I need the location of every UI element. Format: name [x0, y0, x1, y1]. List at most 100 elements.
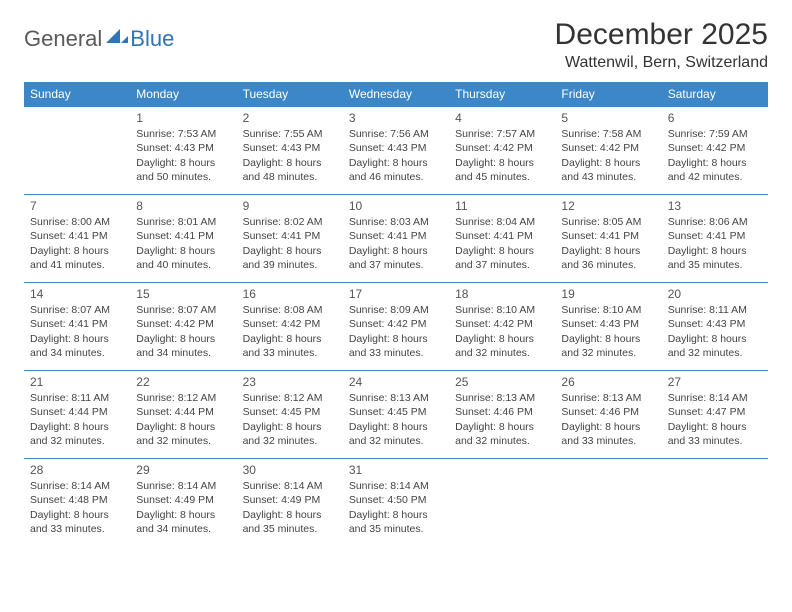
- dayhead-wed: Wednesday: [343, 82, 449, 107]
- day-number: 5: [561, 110, 655, 126]
- daylight-line: Daylight: 8 hours and 40 minutes.: [136, 244, 230, 272]
- sunrise-line: Sunrise: 8:11 AM: [30, 391, 124, 405]
- daylight-line: Daylight: 8 hours and 33 minutes.: [349, 332, 443, 360]
- daylight-line: Daylight: 8 hours and 35 minutes.: [243, 508, 337, 536]
- calendar-day-cell: 17Sunrise: 8:09 AMSunset: 4:42 PMDayligh…: [343, 283, 449, 371]
- sunrise-line: Sunrise: 8:13 AM: [561, 391, 655, 405]
- sunrise-line: Sunrise: 8:11 AM: [668, 303, 762, 317]
- sunset-line: Sunset: 4:45 PM: [243, 405, 337, 419]
- daylight-line: Daylight: 8 hours and 36 minutes.: [561, 244, 655, 272]
- sunrise-line: Sunrise: 7:56 AM: [349, 127, 443, 141]
- title-block: December 2025 Wattenwil, Bern, Switzerla…: [555, 18, 768, 72]
- daylight-line: Daylight: 8 hours and 48 minutes.: [243, 156, 337, 184]
- sunrise-line: Sunrise: 8:04 AM: [455, 215, 549, 229]
- day-number: 16: [243, 286, 337, 302]
- sunset-line: Sunset: 4:43 PM: [136, 141, 230, 155]
- day-number: 13: [668, 198, 762, 214]
- day-number: 22: [136, 374, 230, 390]
- day-number: 11: [455, 198, 549, 214]
- daylight-line: Daylight: 8 hours and 33 minutes.: [30, 508, 124, 536]
- daylight-line: Daylight: 8 hours and 35 minutes.: [349, 508, 443, 536]
- day-number: 17: [349, 286, 443, 302]
- dayhead-tue: Tuesday: [237, 82, 343, 107]
- calendar-table: Sunday Monday Tuesday Wednesday Thursday…: [24, 82, 768, 547]
- sunset-line: Sunset: 4:41 PM: [561, 229, 655, 243]
- sunrise-line: Sunrise: 8:03 AM: [349, 215, 443, 229]
- calendar-day-cell: 23Sunrise: 8:12 AMSunset: 4:45 PMDayligh…: [237, 371, 343, 459]
- daylight-line: Daylight: 8 hours and 41 minutes.: [30, 244, 124, 272]
- calendar-week-row: 21Sunrise: 8:11 AMSunset: 4:44 PMDayligh…: [24, 371, 768, 459]
- sunset-line: Sunset: 4:44 PM: [136, 405, 230, 419]
- sunset-line: Sunset: 4:47 PM: [668, 405, 762, 419]
- day-number: 12: [561, 198, 655, 214]
- day-number: 19: [561, 286, 655, 302]
- calendar-day-cell: 24Sunrise: 8:13 AMSunset: 4:45 PMDayligh…: [343, 371, 449, 459]
- sunrise-line: Sunrise: 8:14 AM: [349, 479, 443, 493]
- header: General Blue December 2025 Wattenwil, Be…: [24, 18, 768, 72]
- daylight-line: Daylight: 8 hours and 39 minutes.: [243, 244, 337, 272]
- day-number: 23: [243, 374, 337, 390]
- sunrise-line: Sunrise: 8:12 AM: [243, 391, 337, 405]
- sunset-line: Sunset: 4:44 PM: [30, 405, 124, 419]
- calendar-day-cell: 25Sunrise: 8:13 AMSunset: 4:46 PMDayligh…: [449, 371, 555, 459]
- sunrise-line: Sunrise: 8:07 AM: [136, 303, 230, 317]
- sunset-line: Sunset: 4:42 PM: [136, 317, 230, 331]
- calendar-day-cell: 11Sunrise: 8:04 AMSunset: 4:41 PMDayligh…: [449, 195, 555, 283]
- sunset-line: Sunset: 4:50 PM: [349, 493, 443, 507]
- dayhead-sun: Sunday: [24, 82, 130, 107]
- sunrise-line: Sunrise: 7:59 AM: [668, 127, 762, 141]
- sunrise-line: Sunrise: 7:57 AM: [455, 127, 549, 141]
- sunset-line: Sunset: 4:49 PM: [136, 493, 230, 507]
- dayhead-mon: Monday: [130, 82, 236, 107]
- sunset-line: Sunset: 4:42 PM: [668, 141, 762, 155]
- day-number: 9: [243, 198, 337, 214]
- sunrise-line: Sunrise: 8:14 AM: [136, 479, 230, 493]
- day-number: 6: [668, 110, 762, 126]
- calendar-day-cell: 31Sunrise: 8:14 AMSunset: 4:50 PMDayligh…: [343, 459, 449, 547]
- calendar-week-row: 7Sunrise: 8:00 AMSunset: 4:41 PMDaylight…: [24, 195, 768, 283]
- calendar-day-cell: 7Sunrise: 8:00 AMSunset: 4:41 PMDaylight…: [24, 195, 130, 283]
- sunset-line: Sunset: 4:41 PM: [243, 229, 337, 243]
- calendar-day-cell: 27Sunrise: 8:14 AMSunset: 4:47 PMDayligh…: [662, 371, 768, 459]
- calendar-day-cell: [555, 459, 661, 547]
- day-number: 3: [349, 110, 443, 126]
- location-label: Wattenwil, Bern, Switzerland: [555, 54, 768, 72]
- sunrise-line: Sunrise: 8:06 AM: [668, 215, 762, 229]
- calendar-day-cell: 21Sunrise: 8:11 AMSunset: 4:44 PMDayligh…: [24, 371, 130, 459]
- calendar-day-cell: 20Sunrise: 8:11 AMSunset: 4:43 PMDayligh…: [662, 283, 768, 371]
- calendar-week-row: 14Sunrise: 8:07 AMSunset: 4:41 PMDayligh…: [24, 283, 768, 371]
- sunrise-line: Sunrise: 8:05 AM: [561, 215, 655, 229]
- daylight-line: Daylight: 8 hours and 32 minutes.: [561, 332, 655, 360]
- day-number: 2: [243, 110, 337, 126]
- daylight-line: Daylight: 8 hours and 35 minutes.: [668, 244, 762, 272]
- sunset-line: Sunset: 4:43 PM: [668, 317, 762, 331]
- day-number: 29: [136, 462, 230, 478]
- sunset-line: Sunset: 4:41 PM: [30, 317, 124, 331]
- day-number: 1: [136, 110, 230, 126]
- sunrise-line: Sunrise: 8:14 AM: [30, 479, 124, 493]
- calendar-day-cell: 30Sunrise: 8:14 AMSunset: 4:49 PMDayligh…: [237, 459, 343, 547]
- sunset-line: Sunset: 4:43 PM: [349, 141, 443, 155]
- daylight-line: Daylight: 8 hours and 32 minutes.: [349, 420, 443, 448]
- daylight-line: Daylight: 8 hours and 33 minutes.: [561, 420, 655, 448]
- sunrise-line: Sunrise: 8:07 AM: [30, 303, 124, 317]
- daylight-line: Daylight: 8 hours and 43 minutes.: [561, 156, 655, 184]
- logo-text-blue: Blue: [130, 26, 174, 52]
- daylight-line: Daylight: 8 hours and 32 minutes.: [30, 420, 124, 448]
- sunrise-line: Sunrise: 8:08 AM: [243, 303, 337, 317]
- day-number: 27: [668, 374, 762, 390]
- day-number: 7: [30, 198, 124, 214]
- calendar-day-cell: 15Sunrise: 8:07 AMSunset: 4:42 PMDayligh…: [130, 283, 236, 371]
- sunset-line: Sunset: 4:41 PM: [455, 229, 549, 243]
- day-header-row: Sunday Monday Tuesday Wednesday Thursday…: [24, 82, 768, 107]
- day-number: 21: [30, 374, 124, 390]
- day-number: 20: [668, 286, 762, 302]
- daylight-line: Daylight: 8 hours and 46 minutes.: [349, 156, 443, 184]
- calendar-week-row: 1Sunrise: 7:53 AMSunset: 4:43 PMDaylight…: [24, 107, 768, 195]
- calendar-day-cell: 9Sunrise: 8:02 AMSunset: 4:41 PMDaylight…: [237, 195, 343, 283]
- calendar-day-cell: 8Sunrise: 8:01 AMSunset: 4:41 PMDaylight…: [130, 195, 236, 283]
- sunset-line: Sunset: 4:42 PM: [455, 317, 549, 331]
- day-number: 14: [30, 286, 124, 302]
- daylight-line: Daylight: 8 hours and 34 minutes.: [30, 332, 124, 360]
- dayhead-sat: Saturday: [662, 82, 768, 107]
